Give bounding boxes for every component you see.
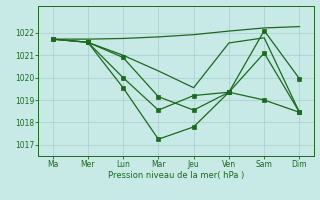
X-axis label: Pression niveau de la mer( hPa ): Pression niveau de la mer( hPa ) <box>108 171 244 180</box>
